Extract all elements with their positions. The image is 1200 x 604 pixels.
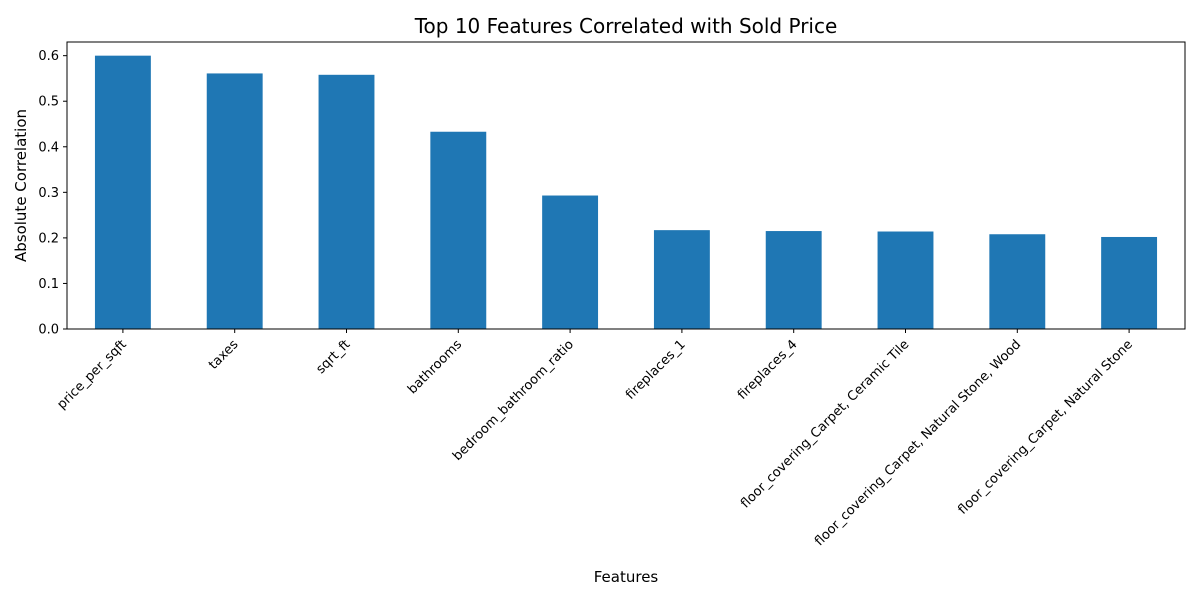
- x-tick-label: sqrt_ft: [313, 337, 353, 377]
- chart-title: Top 10 Features Correlated with Sold Pri…: [414, 14, 838, 38]
- bar-9: [1101, 236, 1158, 329]
- y-tick-label: 0.0: [38, 323, 59, 338]
- bar-2: [318, 74, 375, 329]
- y-tick-label: 0.6: [38, 49, 59, 64]
- bars-group: [94, 55, 1158, 330]
- y-axis-label: Absolute Correlation: [12, 109, 30, 262]
- y-tick-label: 0.2: [38, 231, 59, 246]
- x-tick-label: fireplaces_4: [735, 337, 801, 403]
- y-axis: 0.0 0.1 0.2 0.3 0.4 0.5 0.6: [38, 49, 67, 338]
- plot-frame: [66, 41, 1186, 330]
- y-tick-label: 0.1: [38, 277, 59, 292]
- y-tick-label: 0.3: [38, 186, 59, 201]
- y-tick-label: 0.5: [38, 95, 59, 110]
- x-tick-label: bedroom_bathroom_ratio: [450, 337, 577, 464]
- x-tick-label: taxes: [206, 337, 242, 373]
- bar-3: [430, 131, 487, 329]
- x-tick-label: floor_covering_Carpet, Natural Stone: [955, 337, 1136, 518]
- y-tick-label: 0.4: [38, 140, 59, 155]
- x-axis-label: Features: [594, 568, 659, 586]
- x-tick-label: price_per_sqft: [54, 337, 129, 412]
- bar-1: [206, 73, 263, 329]
- x-axis: price_per_sqft taxes sqrt_ft bathroomsbedro…: [54, 329, 1136, 549]
- x-tick-label: floor_covering_Carpet, Natural Stone, Wo…: [812, 337, 1024, 549]
- bar-4: [542, 195, 599, 329]
- bar-5: [653, 230, 710, 329]
- bar-6: [765, 231, 822, 329]
- bar-7: [877, 231, 934, 329]
- bar-0: [94, 55, 151, 330]
- x-tick-label: bathrooms: [405, 337, 465, 397]
- x-tick-label: fireplaces_1: [623, 337, 689, 403]
- bar-8: [989, 234, 1046, 329]
